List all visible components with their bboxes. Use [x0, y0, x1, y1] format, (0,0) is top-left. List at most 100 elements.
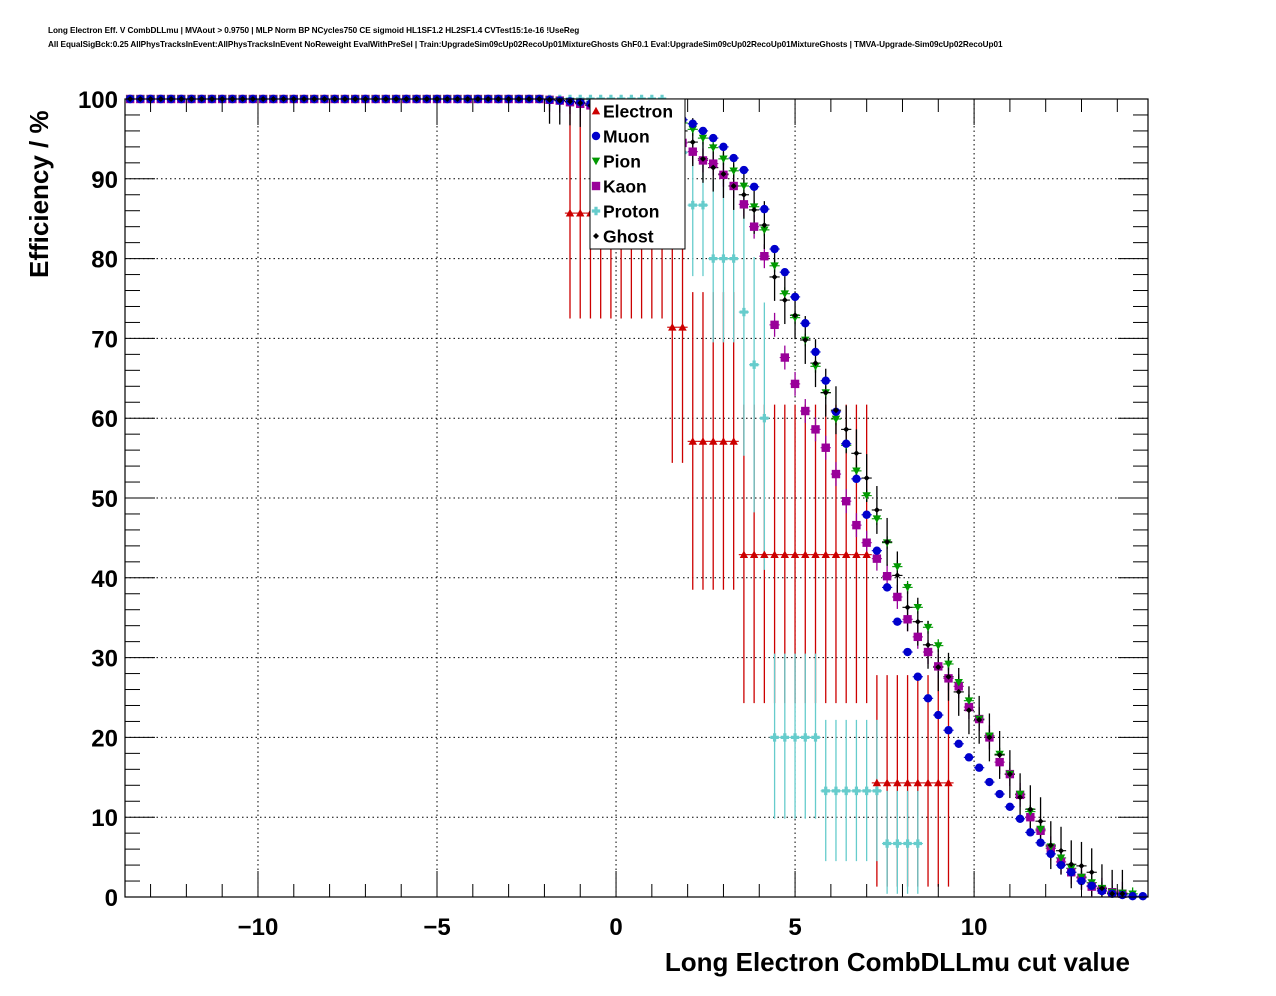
muon-point [872, 546, 882, 555]
ghost-point [812, 360, 819, 367]
pion-point [1036, 825, 1045, 834]
x-axis-title: Long Electron CombDLLmu cut value [665, 947, 1130, 977]
ghost-point [699, 155, 706, 162]
muon-point [1015, 814, 1025, 823]
pion-point [831, 415, 841, 424]
muon-point [923, 694, 933, 703]
ghost-legend-marker [593, 233, 599, 239]
proton-point [698, 200, 708, 210]
electron-point [749, 550, 759, 559]
kaon-point [780, 353, 790, 362]
ghost-point [730, 182, 737, 189]
proton-point [852, 786, 861, 796]
y-tick-label: 90 [91, 167, 118, 194]
kaon-point [709, 159, 718, 168]
pion-point [1056, 854, 1066, 863]
electron-point [739, 550, 749, 559]
ghost-point [720, 171, 727, 178]
legend: Electron Muon Pion Kaon Proton Ghost [589, 98, 686, 250]
kaon-point [923, 647, 933, 657]
electron-point [903, 778, 912, 787]
electron-point [760, 550, 769, 559]
electron-point [678, 323, 687, 331]
muon-point [688, 119, 697, 128]
ghost-point [781, 297, 788, 304]
pion-point [903, 584, 912, 592]
proton-point [831, 786, 841, 796]
legend-label-kaon: Kaon [603, 177, 647, 197]
electron-point [821, 550, 830, 559]
ghost-point [1078, 862, 1085, 869]
pion-point [729, 167, 738, 176]
kaon-point [739, 200, 749, 209]
electron-point [790, 550, 800, 559]
ghost-point [546, 96, 553, 103]
kaon-point [801, 406, 810, 416]
proton-point [739, 307, 749, 317]
ghost-point [945, 673, 952, 680]
proton-point [790, 733, 800, 742]
y-tick-label: 50 [91, 486, 118, 513]
pion-point [944, 660, 953, 669]
electron-point [893, 778, 902, 787]
kaon-point [821, 443, 830, 452]
ghost-point [914, 618, 921, 625]
pion-point [719, 155, 728, 164]
y-tick-label: 40 [91, 566, 118, 593]
ghost-point [863, 475, 870, 482]
kaon-point [964, 702, 974, 712]
ghost-point [792, 312, 799, 319]
pion-point [893, 563, 902, 571]
ghost-point [689, 139, 696, 146]
proton-point [760, 414, 769, 423]
ghost-point [1058, 847, 1065, 854]
ghost-point [853, 450, 860, 457]
y-tick-label: 70 [91, 326, 118, 353]
legend-label-pion: Pion [603, 152, 641, 172]
pion-point [811, 362, 820, 371]
electron-point [831, 550, 841, 559]
muon-point [790, 292, 800, 302]
kaon-point [831, 469, 841, 479]
electron-point [944, 778, 953, 787]
ghost-point [925, 641, 932, 648]
muon-point [903, 647, 912, 657]
ghost-point [1109, 890, 1116, 897]
kaon-point [903, 615, 912, 624]
muon-point [852, 474, 861, 484]
muon-point [934, 710, 943, 720]
y-tick-labels: 0 10 20 30 40 50 60 70 80 90 100 [78, 87, 118, 912]
kaon-point [811, 425, 820, 434]
x-tick-label: 0 [609, 914, 622, 941]
kaon-point [1026, 813, 1035, 822]
ghost-point [822, 389, 829, 396]
electron-point [882, 778, 892, 787]
muon-point [811, 347, 820, 357]
ghost-point [904, 604, 911, 611]
y-tick-label: 60 [91, 406, 118, 433]
muon-point [739, 165, 749, 175]
y-tick-label: 20 [91, 725, 118, 752]
axis-ticks [125, 98, 1148, 898]
proton-point [882, 839, 892, 848]
electron-point [841, 550, 851, 559]
x-tick-labels: −10 −5 0 5 10 [238, 914, 988, 941]
pion-point [872, 515, 882, 523]
muon-point [964, 753, 974, 762]
pion-point [698, 134, 708, 143]
proton-point [729, 254, 738, 263]
proton-point [688, 200, 697, 210]
kaon-point [790, 379, 800, 389]
pion-point [780, 290, 790, 298]
y-tick-label: 0 [105, 885, 118, 912]
muon-point [1036, 838, 1045, 847]
ghost-point [955, 688, 962, 695]
electron-point [934, 778, 943, 787]
ghost-point [1037, 818, 1044, 825]
ghost-point [873, 506, 880, 513]
kaon-point [995, 757, 1004, 767]
muon-point [760, 204, 769, 214]
legend-label-electron: Electron [603, 102, 673, 122]
legend-label-proton: Proton [603, 202, 659, 222]
